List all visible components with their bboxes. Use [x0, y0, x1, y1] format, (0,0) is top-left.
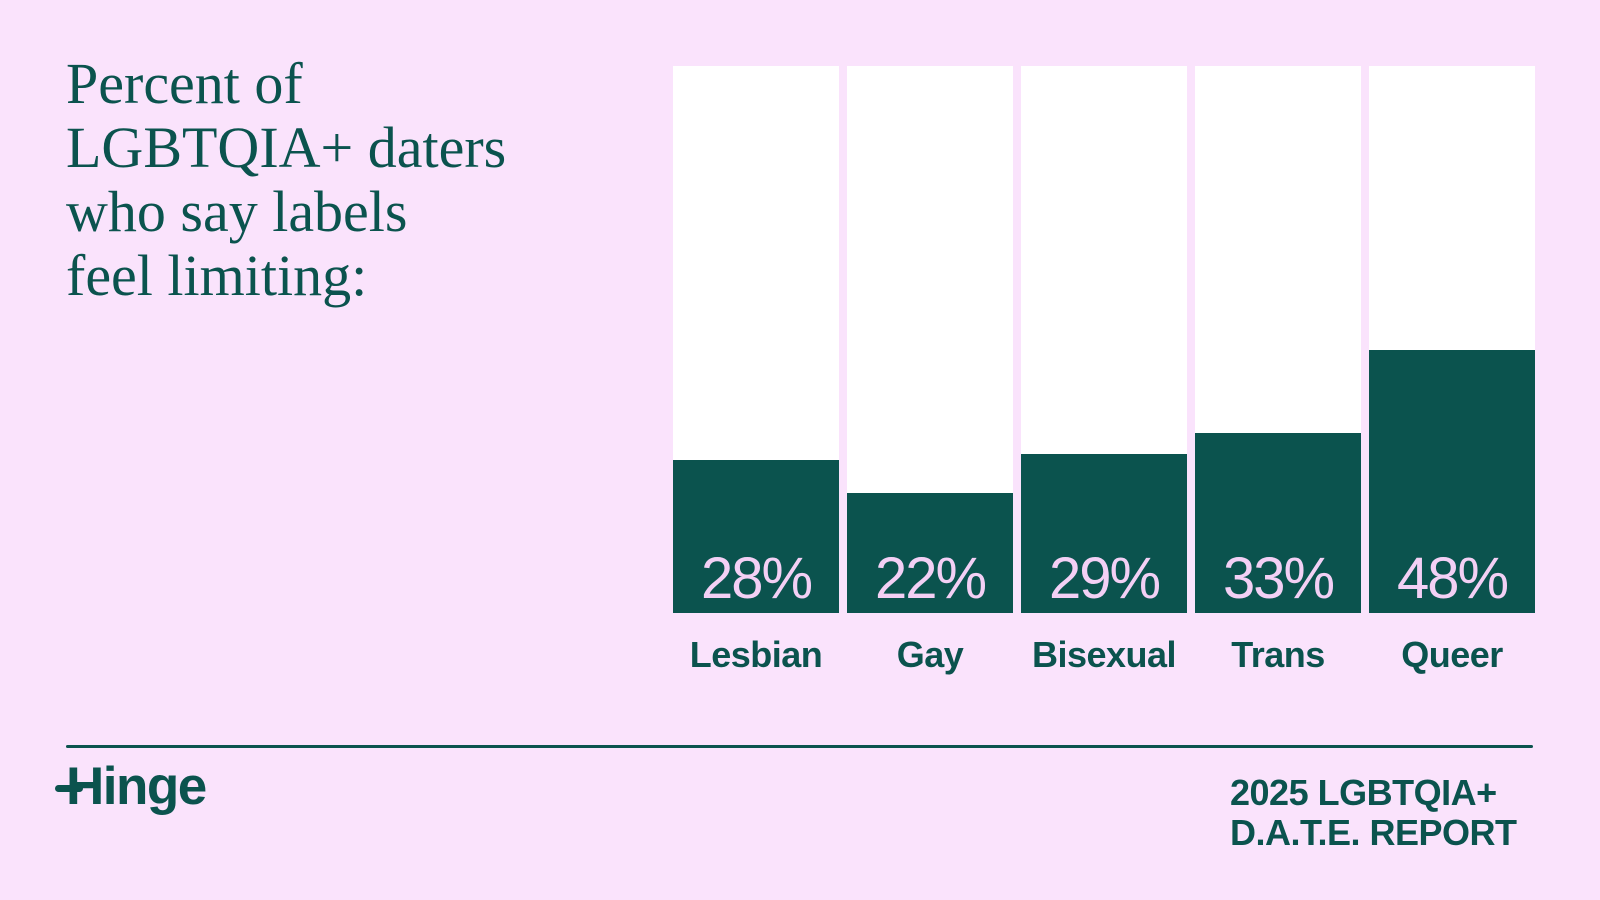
bar-fill: 29% — [1021, 454, 1187, 613]
hinge-logo: Hinge — [55, 757, 207, 816]
chart-title-line: LGBTQIA+ daters — [66, 115, 507, 180]
bar-category-label: Gay — [896, 634, 964, 675]
bar-value-label: 48% — [1396, 546, 1509, 611]
bar-chart: 28% Lesbian 22% Gay 29% Bisexual — [673, 66, 1535, 675]
footer-divider-line — [66, 745, 1533, 748]
report-title-line: 2025 LGBTQIA+ — [1230, 772, 1497, 813]
chart-title: Percent of LGBTQIA+ daters who say label… — [66, 52, 506, 308]
bar-category-label: Bisexual — [1031, 634, 1177, 675]
chart-title-line: who say labels — [66, 179, 408, 244]
bar-category-label: Trans — [1231, 634, 1325, 675]
bar-category-label: Lesbian — [689, 634, 823, 675]
bar-value-label: 29% — [1048, 546, 1161, 611]
bar-value-label: 28% — [700, 546, 813, 611]
bar-fill: 22% — [847, 492, 1013, 613]
report-title: 2025 LGBTQIA+ D.A.T.E. REPORT — [1230, 773, 1517, 853]
bar-column: 29% Bisexual — [1021, 66, 1187, 675]
bar-track: 29% — [1021, 66, 1187, 613]
bar-value-label: 22% — [874, 546, 987, 611]
report-title-line: D.A.T.E. REPORT — [1230, 812, 1517, 853]
bar-fill: 33% — [1195, 432, 1361, 613]
bar-column: 22% Gay — [847, 66, 1013, 675]
bar-column: 28% Lesbian — [673, 66, 839, 675]
bar-track: 28% — [673, 66, 839, 613]
chart-title-line: Percent of — [66, 51, 303, 116]
bar-column: 33% Trans — [1195, 66, 1361, 675]
bar-track: 22% — [847, 66, 1013, 613]
bar-fill: 28% — [673, 459, 839, 613]
chart-title-line: feel limiting: — [66, 243, 368, 308]
bar-category-label: Queer — [1401, 634, 1503, 675]
bar-fill: 48% — [1369, 350, 1535, 613]
bar-column: 48% Queer — [1369, 66, 1535, 675]
bar-track: 48% — [1369, 66, 1535, 613]
bar-value-label: 33% — [1222, 546, 1335, 611]
bar-track: 33% — [1195, 66, 1361, 613]
